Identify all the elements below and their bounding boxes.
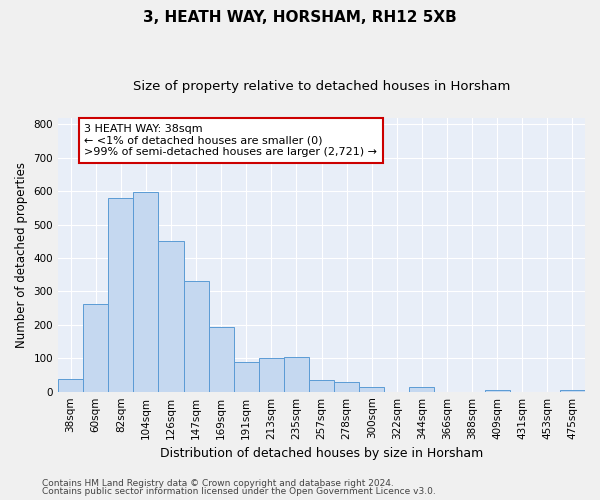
Title: Size of property relative to detached houses in Horsham: Size of property relative to detached ho… — [133, 80, 510, 93]
Bar — [233, 362, 259, 392]
Bar — [309, 380, 334, 392]
Bar — [259, 358, 284, 392]
Bar — [133, 192, 158, 392]
Text: 3, HEATH WAY, HORSHAM, RH12 5XB: 3, HEATH WAY, HORSHAM, RH12 5XB — [143, 10, 457, 25]
X-axis label: Distribution of detached houses by size in Horsham: Distribution of detached houses by size … — [160, 447, 483, 460]
Text: Contains public sector information licensed under the Open Government Licence v3: Contains public sector information licen… — [42, 487, 436, 496]
Bar — [58, 379, 83, 392]
Y-axis label: Number of detached properties: Number of detached properties — [15, 162, 28, 348]
Bar — [158, 242, 184, 392]
Bar — [83, 304, 108, 392]
Bar — [209, 327, 233, 392]
Bar — [560, 390, 585, 392]
Bar — [485, 390, 510, 392]
Bar — [184, 282, 209, 392]
Bar — [359, 388, 384, 392]
Bar — [284, 358, 309, 392]
Bar — [409, 388, 434, 392]
Bar — [108, 198, 133, 392]
Bar — [334, 382, 359, 392]
Text: 3 HEATH WAY: 38sqm
← <1% of detached houses are smaller (0)
>99% of semi-detache: 3 HEATH WAY: 38sqm ← <1% of detached hou… — [85, 124, 377, 157]
Text: Contains HM Land Registry data © Crown copyright and database right 2024.: Contains HM Land Registry data © Crown c… — [42, 478, 394, 488]
